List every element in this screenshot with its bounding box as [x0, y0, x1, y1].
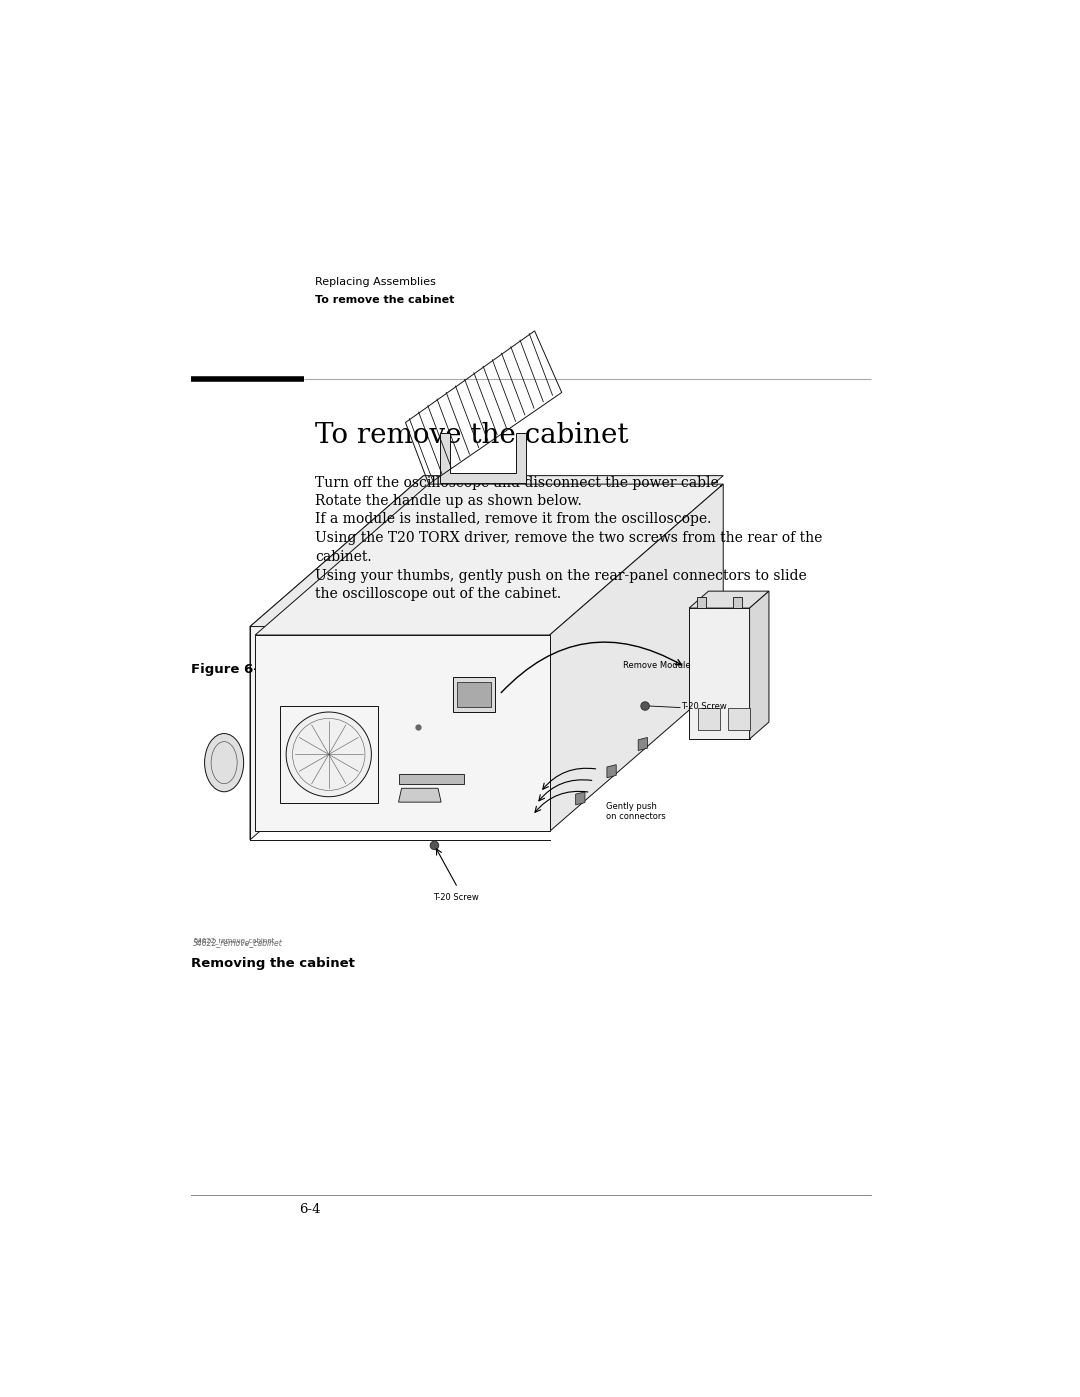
Polygon shape — [255, 485, 724, 636]
Text: If a module is installed, remove it from the oscilloscope.: If a module is installed, remove it from… — [314, 511, 711, 525]
Text: Figure 6-1: Figure 6-1 — [191, 662, 268, 676]
Text: cabinet.: cabinet. — [314, 549, 372, 563]
Text: Gently push
on connectors: Gently push on connectors — [606, 802, 666, 821]
Polygon shape — [699, 708, 720, 729]
Ellipse shape — [204, 733, 244, 792]
Polygon shape — [550, 485, 724, 831]
Text: 54622_remove_cabinet: 54622_remove_cabinet — [193, 937, 283, 947]
Text: Using the T20 TORX driver, remove the two screws from the rear of the: Using the T20 TORX driver, remove the tw… — [314, 531, 822, 545]
Text: Rotate the handle up as shown below.: Rotate the handle up as shown below. — [314, 493, 581, 507]
Circle shape — [286, 712, 372, 796]
Polygon shape — [728, 708, 750, 729]
Circle shape — [640, 701, 649, 710]
Polygon shape — [399, 774, 464, 784]
Polygon shape — [249, 475, 423, 840]
Polygon shape — [399, 788, 441, 802]
Polygon shape — [453, 678, 496, 712]
Polygon shape — [750, 591, 769, 739]
Text: Replacing Assemblies: Replacing Assemblies — [314, 277, 435, 286]
Polygon shape — [638, 738, 648, 750]
Text: T-20 Screw: T-20 Screw — [681, 701, 727, 711]
Text: Turn off the oscilloscope and disconnect the power cable.: Turn off the oscilloscope and disconnect… — [314, 475, 723, 489]
Text: Removing the cabinet: Removing the cabinet — [191, 957, 354, 970]
Text: 6-4: 6-4 — [299, 1203, 321, 1217]
Polygon shape — [249, 475, 724, 627]
Text: T-20 Screw: T-20 Screw — [433, 893, 480, 902]
Text: To remove the cabinet: To remove the cabinet — [314, 295, 455, 305]
Polygon shape — [441, 433, 526, 482]
Text: the oscilloscope out of the cabinet.: the oscilloscope out of the cabinet. — [314, 587, 561, 601]
Text: 54622_remove_cabinet: 54622_remove_cabinet — [193, 937, 274, 944]
Polygon shape — [697, 597, 706, 608]
Polygon shape — [607, 764, 617, 778]
Circle shape — [430, 841, 438, 849]
Text: To remove the cabinet: To remove the cabinet — [314, 422, 629, 448]
Text: Using your thumbs, gently push on the rear-panel connectors to slide: Using your thumbs, gently push on the re… — [314, 569, 807, 583]
Polygon shape — [689, 608, 750, 739]
Polygon shape — [689, 591, 769, 608]
Polygon shape — [732, 597, 742, 608]
Polygon shape — [576, 792, 585, 805]
Polygon shape — [255, 636, 550, 831]
Polygon shape — [458, 682, 490, 707]
Text: Remove Module: Remove Module — [623, 661, 691, 669]
